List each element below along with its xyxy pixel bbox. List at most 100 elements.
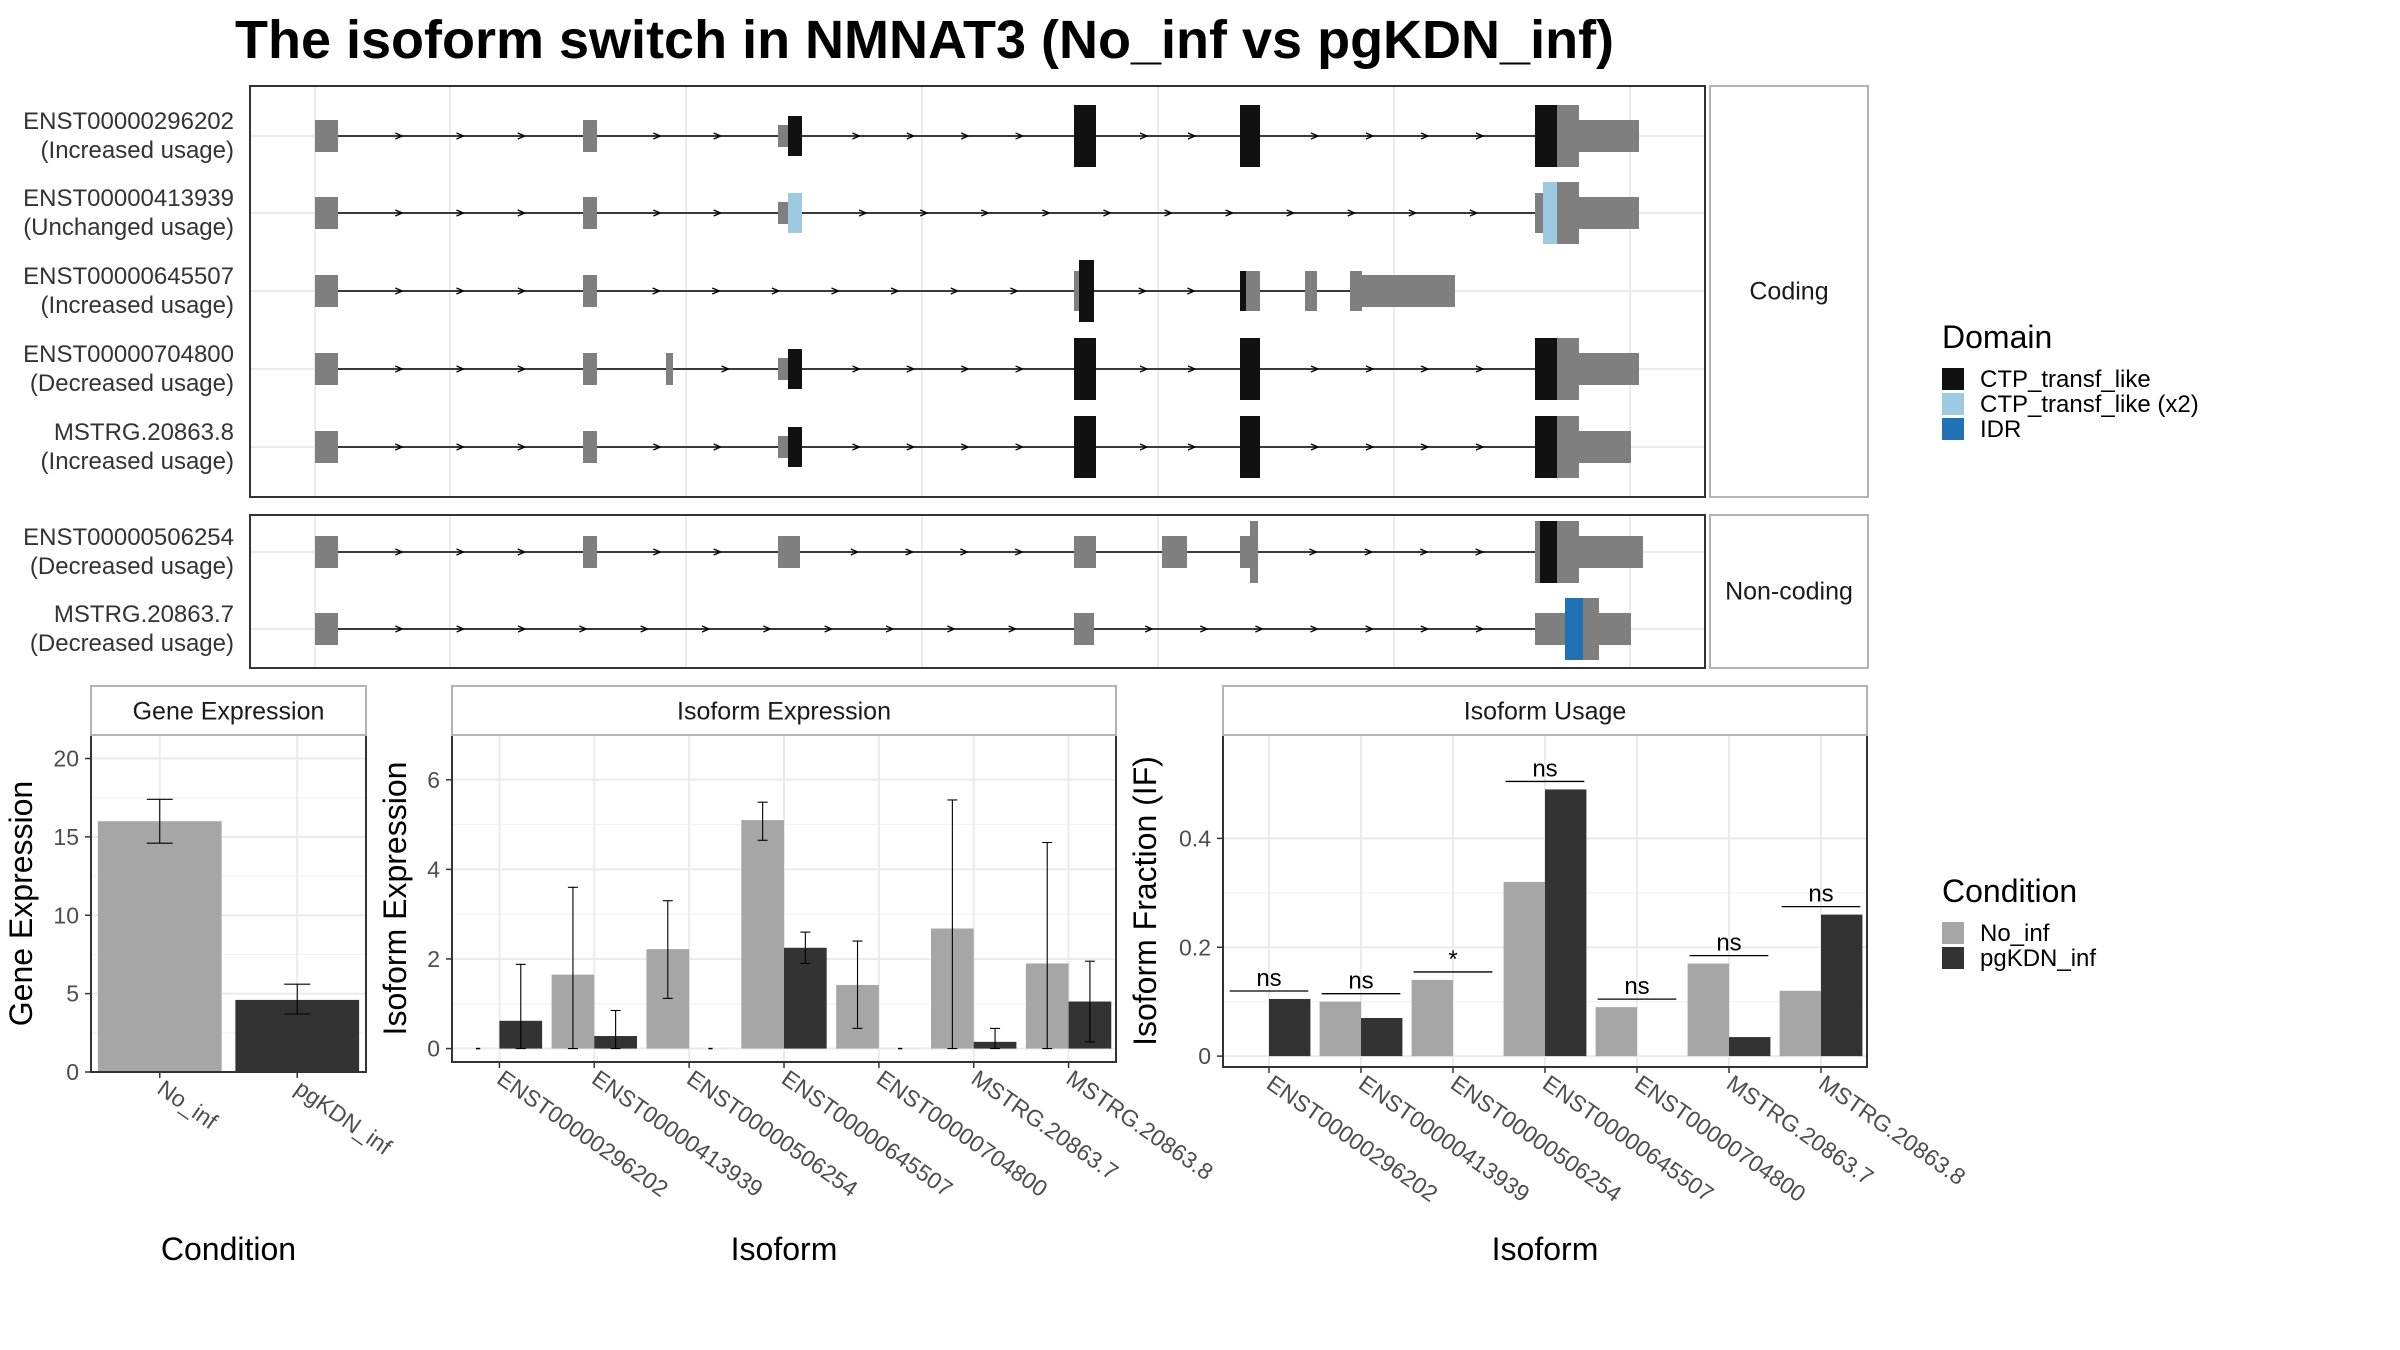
- exon-block: [1535, 193, 1543, 233]
- x-tick-label: ENST00000296202: [493, 1065, 673, 1202]
- direction-arrow: [1042, 209, 1051, 217]
- direction-arrow: [1420, 443, 1430, 451]
- direction-arrow: [701, 625, 711, 633]
- direction-arrow: [1015, 365, 1025, 373]
- exon-block: [1535, 613, 1565, 645]
- direction-arrow: [824, 625, 834, 633]
- direction-arrow: [1103, 209, 1113, 217]
- direction-arrow: [1475, 443, 1485, 451]
- significance-label: *: [1448, 946, 1457, 973]
- direction-arrow: [1365, 132, 1375, 140]
- direction-arrow: [713, 548, 723, 556]
- x-tick-label: ENST00000296202: [1262, 1070, 1442, 1207]
- exon-block: [583, 275, 597, 307]
- exon-block: [778, 358, 788, 380]
- direction-arrow: [653, 548, 662, 556]
- x-tick-label: ENST00000704800: [872, 1065, 1052, 1202]
- direction-arrow: [1255, 625, 1265, 633]
- transcript-usage-label: (Increased usage): [41, 137, 234, 164]
- direction-arrow: [1187, 365, 1197, 373]
- direction-arrow: [858, 209, 868, 217]
- bar: [1595, 1007, 1637, 1057]
- y-tick-label: 6: [427, 767, 440, 793]
- transcript-usage-label: (Decreased usage): [30, 370, 234, 397]
- exon-block: [1240, 271, 1246, 311]
- direction-arrow: [1310, 443, 1320, 451]
- bar: [1361, 1018, 1403, 1057]
- exon-block: [788, 349, 802, 389]
- direction-arrow: [653, 132, 662, 140]
- direction-arrow: [960, 443, 970, 451]
- exon-block: [1246, 271, 1260, 311]
- exon-block: [1535, 338, 1557, 400]
- direction-arrow: [721, 365, 731, 373]
- facet-strip-label: Isoform Expression: [677, 698, 891, 726]
- direction-arrow: [1475, 132, 1485, 140]
- exon-block: [788, 116, 802, 156]
- bar: [1503, 881, 1545, 1057]
- direction-arrow: [1469, 209, 1479, 217]
- exon-block: [788, 427, 802, 467]
- facet-strip: [1709, 85, 1869, 498]
- direction-arrow: [517, 443, 527, 451]
- legend-swatch: [1942, 947, 1964, 969]
- exon-block: [1579, 197, 1639, 229]
- bar: [97, 821, 222, 1072]
- exon-block: [1079, 260, 1094, 322]
- facet-strip: [1709, 514, 1869, 669]
- x-axis-title: Isoform: [731, 1231, 838, 1267]
- bar: [1545, 789, 1587, 1057]
- exon-block: [788, 193, 802, 233]
- gene-structure-panel: ENST00000296202(Increased usage) ENST0000…: [23, 85, 1869, 669]
- exon-block: [1579, 120, 1639, 152]
- direction-arrow: [852, 132, 862, 140]
- direction-arrow: [653, 209, 662, 217]
- facet-strip: [451, 685, 1117, 736]
- exon-block: [1565, 598, 1583, 660]
- x-tick-label: pgKDN_inf: [290, 1075, 397, 1160]
- direction-arrow: [517, 548, 527, 556]
- direction-arrow: [1139, 443, 1149, 451]
- significance-label: ns: [1532, 755, 1557, 782]
- exon-block: [778, 202, 788, 224]
- significance-label: ns: [1808, 881, 1833, 908]
- y-tick-label: 0: [1198, 1043, 1211, 1069]
- direction-arrow: [1475, 548, 1485, 556]
- exon-block: [666, 353, 673, 385]
- y-axis-title: Isoform Fraction (IF): [1127, 756, 1163, 1046]
- exon-block: [315, 197, 338, 229]
- direction-arrow: [395, 625, 404, 633]
- direction-arrow: [1286, 209, 1296, 217]
- exon-block: [1543, 182, 1557, 244]
- y-tick-label: 2: [427, 946, 440, 972]
- direction-arrow: [517, 625, 527, 633]
- panel-background: [250, 515, 1705, 668]
- direction-arrow: [852, 443, 862, 451]
- direction-arrow: [394, 548, 404, 556]
- direction-arrow: [579, 625, 588, 633]
- direction-arrow: [885, 625, 895, 633]
- transcript-id-label: ENST00000296202: [23, 108, 234, 135]
- exon-block: [1250, 521, 1258, 583]
- exon-block: [1535, 105, 1557, 167]
- exon-block: [1240, 105, 1260, 167]
- transcript-id-label: ENST00000413939: [23, 185, 234, 212]
- legend-label: pgKDN_inf: [1980, 945, 2096, 972]
- direction-arrow: [640, 625, 650, 633]
- direction-arrow: [394, 443, 404, 451]
- exon-block: [1557, 338, 1579, 400]
- exon-block: [1579, 353, 1639, 385]
- direction-arrow: [394, 209, 404, 217]
- exon-block: [1579, 536, 1643, 568]
- exon-block: [1074, 536, 1096, 568]
- legend-label: CTP_transf_like (x2): [1980, 391, 2199, 418]
- bar: [741, 820, 784, 1049]
- facet-strip: [90, 685, 367, 736]
- direction-arrow: [1310, 132, 1320, 140]
- direction-arrow: [950, 287, 960, 295]
- exon-block: [1599, 613, 1631, 645]
- significance-label: ns: [1624, 973, 1649, 1000]
- direction-arrow: [1144, 625, 1154, 633]
- transcript-id-label: MSTRG.20863.7: [54, 601, 234, 628]
